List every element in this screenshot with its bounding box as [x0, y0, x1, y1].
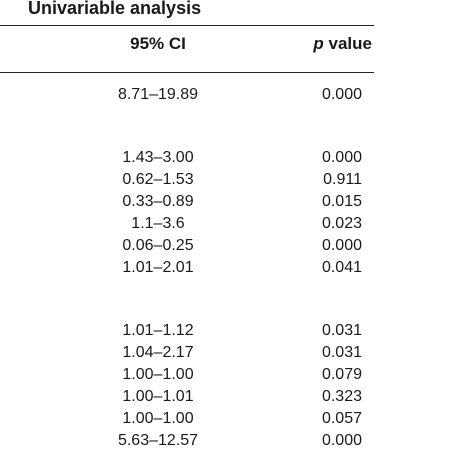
ci-cell: 1.43–3.00 [122, 149, 194, 166]
p-value-column-header: p value [296, 32, 372, 56]
table-row: 1.01–2.01 0.041 [0, 257, 474, 279]
p-value-cell: 0.000 [321, 432, 362, 449]
p-value-suffix: value [323, 34, 372, 53]
ci-cell: 0.33–0.89 [122, 193, 194, 210]
ci-cell: 1.00–1.00 [122, 366, 194, 383]
table-row: 5.63–12.57 0.000 [0, 430, 474, 452]
p-value-cell: 0.000 [321, 237, 362, 254]
p-value-cell: 0.000 [321, 149, 362, 166]
p-value-cell: 0.000 [321, 86, 362, 103]
ci-cell: 1.04–2.17 [122, 344, 194, 361]
table-row: 0.33–0.89 0.015 [0, 191, 474, 213]
p-value-cell: 0.031 [321, 344, 362, 361]
header-rule [0, 72, 374, 73]
p-value-cell: 0.041 [321, 259, 362, 276]
p-value-cell: 0.023 [321, 215, 362, 232]
ci-cell: 5.63–12.57 [117, 432, 199, 449]
top-rule [0, 25, 374, 26]
table-row: 1.43–3.00 0.000 [0, 147, 474, 169]
table-row: 1.00–1.00 0.079 [0, 364, 474, 386]
p-value-cell: 0.911 [323, 171, 362, 188]
p-value-cell: 0.015 [321, 193, 362, 210]
group-header: Univariable analysis [28, 0, 202, 18]
p-value-cell: 0.057 [321, 410, 362, 427]
p-value-cell: 0.031 [321, 322, 362, 339]
p-value-cell: 0.323 [321, 388, 362, 405]
ci-cell: 8.71–19.89 [117, 86, 199, 103]
ci-cell: 0.62–1.53 [122, 171, 194, 188]
table-row: 1.04–2.17 0.031 [0, 342, 474, 364]
table-row: 1.1–3.6 0.023 [0, 213, 474, 235]
p-symbol: p [313, 34, 324, 53]
table-row: 8.71–19.89 0.000 [0, 84, 474, 106]
ci-cell: 1.00–1.00 [122, 410, 194, 427]
p-value-cell: 0.079 [321, 366, 362, 383]
ci-column-header: 95% CI [130, 34, 186, 53]
ci-cell: 1.00–1.01 [122, 388, 194, 405]
table-row: 0.62–1.53 0.911 [0, 169, 474, 191]
ci-cell: 0.06–0.25 [122, 237, 194, 254]
table-row: 1.00–1.00 0.057 [0, 408, 474, 430]
ci-cell: 1.01–2.01 [122, 259, 194, 276]
table-row: 1.00–1.01 0.323 [0, 386, 474, 408]
ci-cell: 1.1–3.6 [131, 215, 185, 232]
table-row: 0.06–0.25 0.000 [0, 235, 474, 257]
ci-cell: 1.01–1.12 [122, 322, 194, 339]
table-row: 1.01–1.12 0.031 [0, 320, 474, 342]
